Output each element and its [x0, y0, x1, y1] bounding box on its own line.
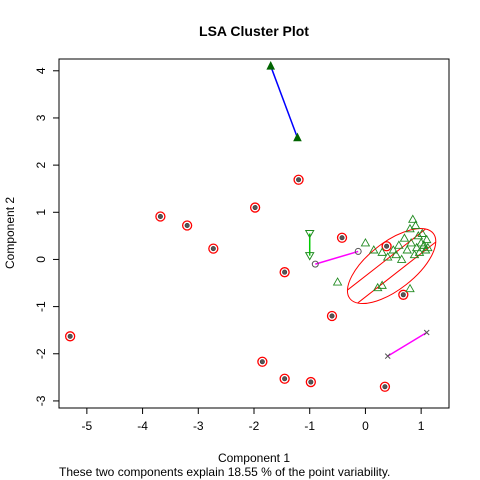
y-tick-label: -3: [34, 395, 48, 406]
data-point: [420, 245, 431, 254]
ellipse-axis-line: [347, 228, 426, 291]
data-point: [155, 211, 166, 222]
data-point: [406, 238, 416, 247]
data-point: [379, 381, 391, 392]
segment-end-marker: [304, 252, 315, 261]
data-point: [382, 252, 393, 261]
data-point: [398, 289, 409, 300]
data-point: [394, 240, 404, 249]
data-point: [326, 310, 338, 322]
y-tick-label: -1: [34, 301, 48, 312]
data-point: [249, 202, 261, 213]
point-layer: [64, 174, 433, 392]
data-point-center: [382, 384, 388, 390]
data-point: [64, 331, 76, 342]
data-point-center: [252, 205, 258, 211]
data-point: [381, 241, 392, 252]
data-point: [391, 249, 401, 259]
x-axis: -5 -4 -3 -2 -1 0 1: [82, 408, 425, 433]
y-axis-label: Component 2: [3, 197, 17, 269]
data-point-center: [184, 222, 190, 228]
data-point-center: [339, 235, 345, 241]
segment-end-marker: [423, 329, 430, 336]
x-tick-label: 1: [418, 419, 425, 433]
data-point: [419, 240, 429, 249]
data-point: [336, 232, 348, 243]
x-tick-label: 0: [362, 419, 369, 433]
data-point: [411, 242, 422, 252]
x-tick-label: -2: [249, 419, 260, 433]
data-point: [388, 245, 399, 254]
data-point: [208, 243, 219, 254]
y-tick-label: 2: [34, 161, 48, 168]
segment-end-marker: [354, 247, 362, 255]
x-axis-label: Component 1: [218, 451, 290, 465]
segment-end-marker: [266, 60, 276, 70]
y-tick-label: -2: [34, 348, 48, 359]
data-point: [279, 373, 290, 384]
data-point-center: [296, 177, 302, 183]
data-point-center: [282, 376, 288, 382]
cluster-segment: [387, 331, 428, 357]
data-point: [279, 267, 290, 278]
data-point: [369, 245, 379, 254]
data-point: [257, 356, 268, 367]
data-point: [377, 247, 387, 256]
data-point: [396, 254, 407, 263]
y-tick-label: 0: [34, 256, 48, 263]
plot-frame: [58, 58, 450, 409]
cluster-segment: [270, 65, 299, 139]
data-point: [377, 280, 387, 289]
data-point-center: [67, 333, 73, 339]
x-tick-label: -4: [137, 419, 148, 433]
data-point: [360, 238, 371, 247]
data-point: [332, 277, 343, 286]
data-point: [421, 234, 432, 244]
data-point: [293, 174, 304, 185]
data-point: [408, 214, 418, 223]
segment-layer: [266, 60, 430, 359]
data-point-center: [400, 292, 406, 298]
segment-end-marker: [293, 132, 302, 142]
data-point: [402, 245, 412, 254]
ellipse-axis-line: [357, 241, 437, 304]
y-axis: -3 -2 -1 0 1 2 3 4: [34, 67, 59, 406]
segment-end-marker: [304, 230, 315, 239]
data-point: [405, 283, 415, 293]
data-point-center: [210, 246, 216, 252]
data-point: [423, 242, 433, 252]
data-point-center: [259, 359, 265, 365]
x-tick-label: -1: [304, 419, 315, 433]
cluster-ellipse: [346, 228, 437, 305]
data-point-center: [308, 379, 314, 385]
chart-caption: These two components explain 18.55 % of …: [59, 465, 390, 479]
data-point: [417, 228, 428, 237]
data-point: [410, 220, 421, 229]
cluster-ellipse-layer: [346, 228, 437, 305]
data-point: [399, 233, 410, 242]
x-tick-label: -3: [193, 419, 204, 433]
segment-end-marker: [311, 260, 319, 268]
segment-end-marker: [384, 353, 391, 359]
y-tick-label: 1: [34, 209, 48, 216]
data-point-center: [329, 313, 335, 319]
y-tick-label: 4: [34, 67, 48, 74]
data-point-center: [384, 243, 390, 249]
chart-title: LSA Cluster Plot: [199, 23, 309, 39]
data-point-center: [282, 269, 288, 275]
x-tick-label: -5: [82, 419, 93, 433]
data-point: [413, 230, 424, 240]
data-point-center: [157, 214, 163, 220]
data-point: [414, 247, 425, 256]
cluster-segment: [315, 250, 359, 265]
data-point: [181, 220, 193, 231]
y-tick-label: 3: [34, 114, 48, 121]
data-point: [372, 282, 383, 292]
data-point: [305, 376, 316, 388]
